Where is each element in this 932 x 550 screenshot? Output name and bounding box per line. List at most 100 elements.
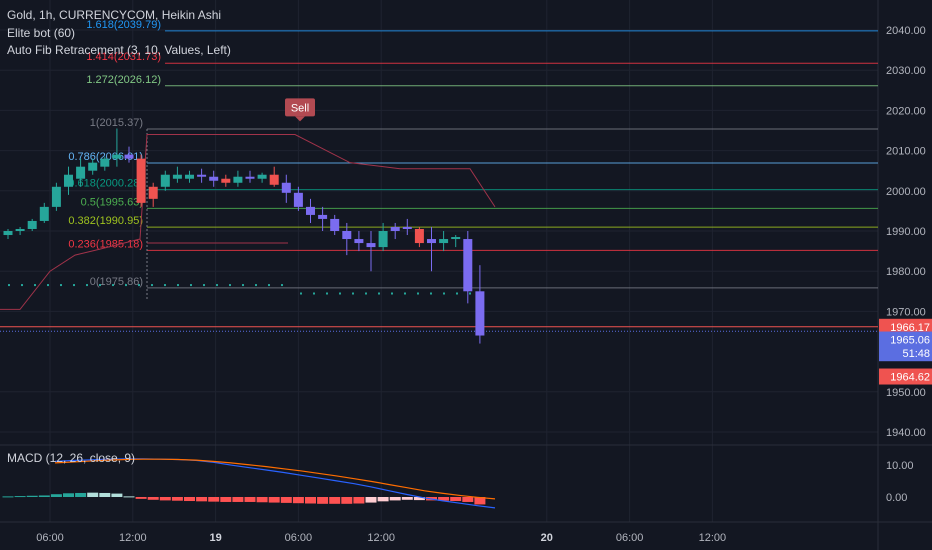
- candle-body: [27, 220, 37, 229]
- candle: [100, 156, 110, 171]
- support-dot: [339, 292, 341, 295]
- candle: [354, 231, 364, 252]
- macd-histogram-bar: [353, 497, 365, 504]
- candle: [185, 170, 194, 183]
- macd-histogram-bar: [341, 497, 353, 504]
- price-axis-tick: 2000.00: [886, 186, 926, 198]
- support-dot: [47, 284, 49, 287]
- macd-histogram-bar: [14, 496, 26, 498]
- candle: [112, 128, 122, 167]
- candle-body: [463, 239, 473, 292]
- candle: [257, 172, 267, 183]
- fib-level-label: 1(2015.37): [90, 117, 143, 129]
- support-dot: [365, 292, 367, 295]
- support-dot: [268, 284, 270, 287]
- price-badge: [879, 318, 932, 335]
- support-dot: [99, 284, 101, 287]
- candle: [366, 231, 376, 272]
- candle-body: [390, 226, 400, 231]
- candle: [172, 166, 182, 183]
- macd-histogram-bar: [38, 495, 50, 497]
- candle: [293, 186, 303, 211]
- price-axis-tick: 1980.00: [886, 266, 926, 278]
- indicator-legend-auto-fib[interactable]: Auto Fib Retracement (3, 10, Values, Lef…: [7, 43, 231, 57]
- candle: [160, 170, 170, 191]
- candle: [463, 231, 473, 304]
- candle: [51, 182, 61, 211]
- macd-histogram-bar: [208, 497, 220, 502]
- macd-histogram-bar: [171, 497, 183, 501]
- support-dot: [352, 292, 354, 295]
- candle-body: [451, 237, 461, 240]
- candle: [330, 214, 340, 236]
- macd-axis-tick: 10.00: [886, 460, 914, 472]
- candle: [318, 206, 328, 231]
- time-axis-tick: 06:00: [36, 532, 64, 544]
- candle-body: [245, 176, 255, 179]
- price-axis-tick: 1990.00: [886, 226, 926, 238]
- candle: [64, 166, 73, 195]
- price-axis-tick: 1950.00: [886, 387, 926, 399]
- fib-level-label: 0.5(1995.63): [81, 196, 143, 208]
- candle-body: [306, 206, 315, 215]
- macd-histogram-bar: [450, 497, 462, 502]
- candle-body: [475, 291, 485, 336]
- candle-body: [402, 226, 412, 229]
- price-badge: [879, 345, 932, 362]
- candle: [281, 174, 291, 203]
- candle-body: [64, 174, 73, 187]
- macd-histogram-bar: [401, 497, 413, 500]
- candle: [148, 182, 158, 207]
- macd-histogram-bar: [474, 497, 486, 505]
- macd-histogram-bar: [63, 493, 74, 497]
- macd-histogram-bar: [99, 492, 111, 497]
- macd-histogram-bar: [329, 497, 341, 504]
- symbol-legend[interactable]: Gold, 1h, CURRENCYCOM, Heikin Ashi: [7, 8, 222, 22]
- candle-body: [160, 174, 170, 187]
- price-badge: [879, 331, 932, 348]
- fib-level-label: 0.618(2000.28): [68, 178, 143, 190]
- price-badge-label: 1966.17: [890, 322, 930, 334]
- support-dot: [8, 284, 10, 287]
- candle-body: [257, 174, 267, 179]
- support-dot: [404, 292, 406, 295]
- price-badge-label: 1965.06: [890, 335, 930, 347]
- time-axis-tick: 19: [209, 532, 221, 544]
- candle-body: [51, 186, 61, 207]
- time-axis-tick: 12:00: [367, 532, 395, 544]
- macd-histogram-bar: [244, 497, 256, 502]
- candle-body: [124, 154, 134, 159]
- candle-body: [185, 174, 194, 179]
- support-dot: [86, 284, 88, 287]
- candle: [76, 158, 86, 187]
- macd-histogram-bar: [2, 496, 14, 498]
- indicator-legend-elite-bot[interactable]: Elite bot (60): [7, 26, 76, 40]
- macd-histogram-bar: [377, 497, 389, 502]
- macd-histogram-bar: [292, 497, 304, 504]
- macd-legend[interactable]: MACD (12, 26, close, 9): [7, 451, 136, 465]
- macd-histogram-bar: [184, 497, 195, 502]
- sell-badge: [285, 98, 315, 117]
- macd-histogram-bar: [75, 492, 87, 497]
- sell-badge-pointer: [295, 116, 305, 122]
- candle-body: [39, 206, 49, 221]
- macd-histogram-bar: [111, 493, 123, 497]
- candle-body: [378, 231, 388, 248]
- candle: [414, 226, 424, 248]
- fib-level-label: 0.236(1985.18): [68, 238, 143, 250]
- macd-histogram-bar: [196, 497, 208, 502]
- macd-histogram-bar: [135, 497, 147, 499]
- macd-histogram-bar: [365, 497, 377, 503]
- support-dot: [21, 284, 23, 287]
- candle-body: [172, 174, 182, 179]
- candle: [88, 158, 98, 175]
- macd-histogram-bar: [317, 497, 329, 504]
- support-dot: [216, 284, 218, 287]
- macd-histogram-bar: [256, 497, 268, 503]
- candle-body: [330, 218, 340, 231]
- support-dot: [300, 292, 302, 295]
- macd-histogram-bar: [147, 497, 159, 500]
- candle-body: [414, 228, 424, 244]
- macd-histogram-bar: [123, 496, 135, 498]
